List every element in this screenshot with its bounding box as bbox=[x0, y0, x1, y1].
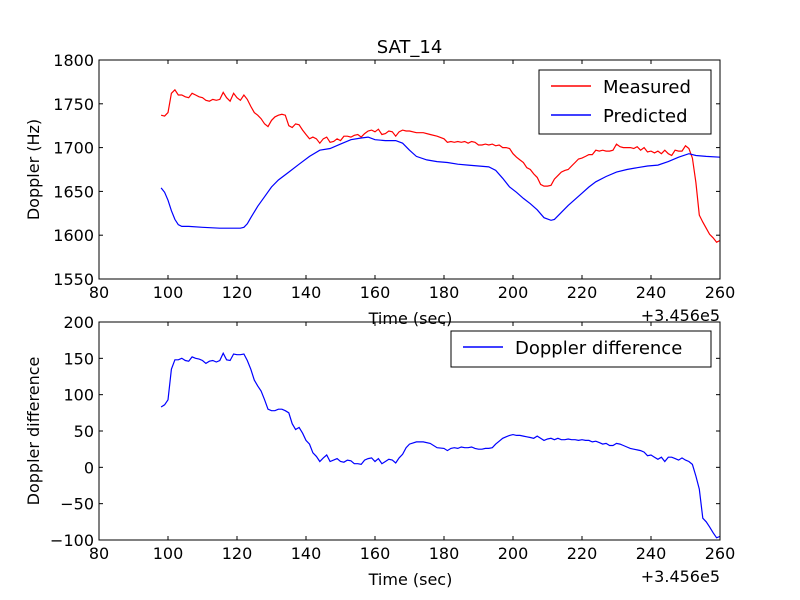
x-tick-label: 260 bbox=[705, 544, 736, 563]
y-tick-label: 1600 bbox=[53, 226, 94, 245]
legend-label: Doppler difference bbox=[515, 338, 682, 359]
x-offset-label: +3.456e5 bbox=[641, 567, 720, 586]
y-tick-label: 0 bbox=[84, 458, 94, 477]
x-tick-label: 200 bbox=[498, 283, 529, 302]
series-line-measured bbox=[160, 88, 720, 243]
x-tick-label: 160 bbox=[360, 544, 391, 563]
x-tick-label: 220 bbox=[567, 544, 598, 563]
x-tick-label: 80 bbox=[89, 544, 109, 563]
x-tick-label: 180 bbox=[429, 544, 460, 563]
y-tick-label: −100 bbox=[50, 531, 94, 550]
y-tick-label: 150 bbox=[63, 349, 94, 368]
x-tick-label: 260 bbox=[705, 283, 736, 302]
legend: Doppler difference bbox=[450, 330, 712, 368]
y-tick-label: 100 bbox=[63, 386, 94, 405]
axes-frame bbox=[98, 59, 721, 280]
y-tick-label: 200 bbox=[63, 313, 94, 332]
x-tick-label: 180 bbox=[429, 283, 460, 302]
y-axis-label: Doppler (Hz) bbox=[24, 119, 43, 220]
chart-2: 80 100 120 140 160 180 200 220 240 260 −100 −50 0 50 1… bbox=[24, 313, 735, 589]
x-tick-label: 240 bbox=[636, 544, 667, 563]
legend: Measured Predicted bbox=[538, 69, 712, 135]
legend-label: Measured bbox=[603, 77, 691, 98]
y-axis-label: Doppler difference bbox=[24, 357, 43, 506]
y-tick-label: 1700 bbox=[53, 139, 94, 158]
x-tick-label: 120 bbox=[222, 283, 253, 302]
x-tick-label: 100 bbox=[153, 544, 184, 563]
y-tick-label: 1750 bbox=[53, 95, 94, 114]
y-tick-label: 50 bbox=[74, 422, 94, 441]
x-tick-label: 200 bbox=[498, 544, 529, 563]
x-tick-label: 220 bbox=[567, 283, 598, 302]
series-line-predicted bbox=[160, 136, 720, 229]
y-tick-label: 1650 bbox=[53, 182, 94, 201]
y-tick-label: 1550 bbox=[53, 270, 94, 289]
x-axis-label: Time (sec) bbox=[368, 309, 453, 328]
x-tick-label: 160 bbox=[360, 283, 391, 302]
x-tick-label: 80 bbox=[89, 283, 109, 302]
x-offset-label: +3.456e5 bbox=[641, 306, 720, 325]
chart-1: 80 100 120 140 160 180 200 220 240 260 1550 1600 165… bbox=[24, 37, 735, 328]
chart-title: SAT_14 bbox=[377, 37, 443, 58]
x-tick-label: 140 bbox=[291, 283, 322, 302]
legend-box bbox=[538, 69, 712, 135]
x-tick-label: 100 bbox=[153, 283, 184, 302]
legend-box bbox=[450, 330, 712, 368]
x-tick-label: 120 bbox=[222, 544, 253, 563]
y-tick-label: −50 bbox=[60, 495, 94, 514]
x-tick-label: 240 bbox=[636, 283, 667, 302]
legend-label: Predicted bbox=[603, 106, 688, 127]
x-axis-label: Time (sec) bbox=[368, 570, 453, 589]
y-tick-label: 1800 bbox=[53, 51, 94, 70]
series-line-doppler-difference bbox=[160, 351, 720, 539]
x-tick-label: 140 bbox=[291, 544, 322, 563]
